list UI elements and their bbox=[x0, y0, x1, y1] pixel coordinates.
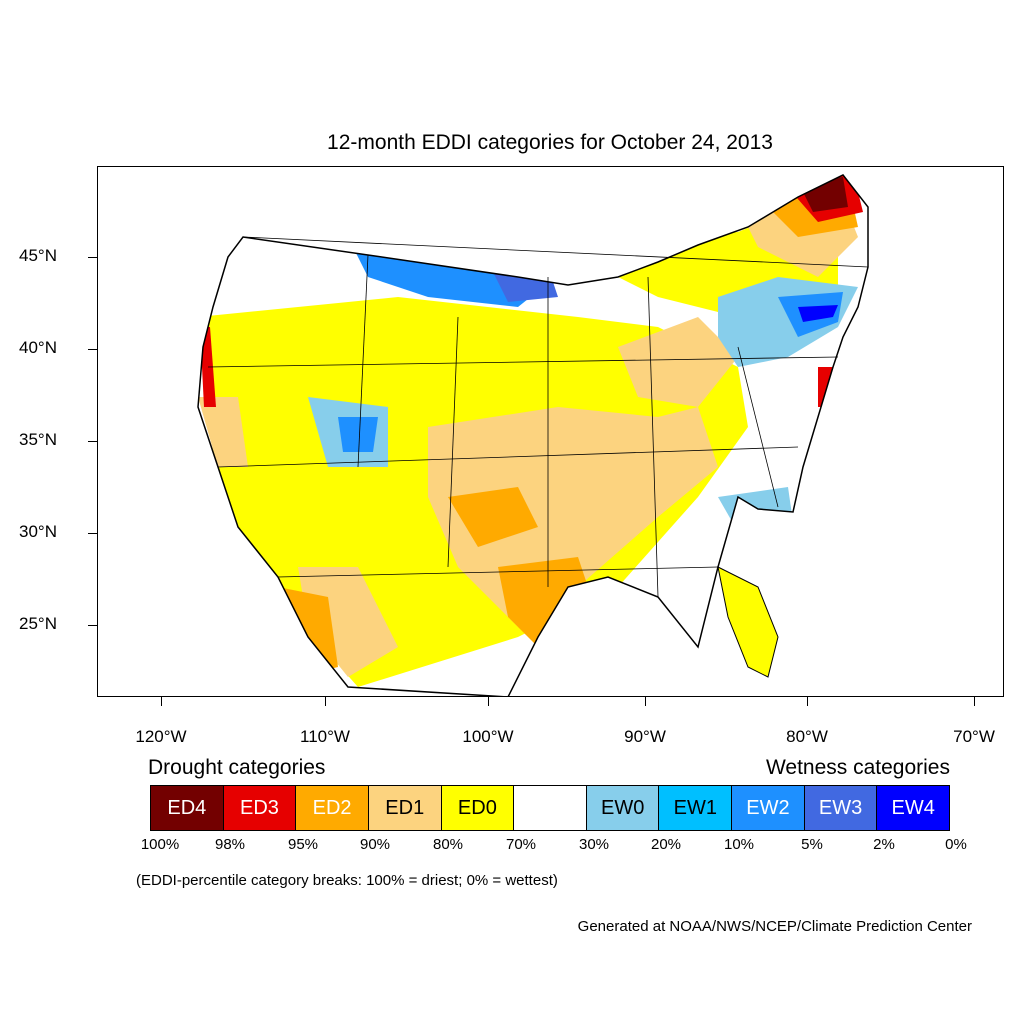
legend-ed4-label: ED4 bbox=[167, 796, 207, 819]
legend-ew4-label: EW4 bbox=[891, 796, 935, 819]
lon-label-70w: 70°W bbox=[953, 727, 995, 746]
lon-label-80w: 80°W bbox=[786, 727, 828, 746]
lon-label-120w: 120°W bbox=[135, 727, 187, 746]
legend-ed0: ED0 bbox=[441, 786, 515, 830]
map-title: 12-month EDDI categories for October 24,… bbox=[327, 131, 773, 154]
break-5: 5% bbox=[801, 836, 823, 853]
break-98: 98% bbox=[214, 836, 246, 853]
lon-tick bbox=[645, 697, 646, 706]
legend-ew3: EW3 bbox=[804, 786, 878, 830]
break-95: 95% bbox=[287, 836, 319, 853]
legend-ew3-label: EW3 bbox=[818, 796, 863, 819]
lon-tick bbox=[161, 697, 162, 706]
lat-label-35: 35°N bbox=[19, 430, 57, 449]
conus-map-graphic bbox=[197, 174, 869, 696]
legend-ew0-label: EW0 bbox=[600, 796, 645, 819]
break-90: 90% bbox=[359, 836, 391, 853]
legend-ew4: EW4 bbox=[877, 786, 950, 830]
wetness-categories-heading: Wetness categories bbox=[765, 756, 950, 779]
lon-label-100w: 100°W bbox=[462, 727, 514, 746]
eddi-map bbox=[97, 166, 1004, 697]
lat-tick bbox=[88, 349, 97, 350]
drought-categories-heading: Drought categories bbox=[148, 756, 326, 779]
lat-label-40: 40°N bbox=[19, 338, 57, 357]
break-30: 30% bbox=[578, 836, 610, 853]
lon-tick bbox=[807, 697, 808, 706]
legend-ed3: ED3 bbox=[223, 786, 297, 830]
lon-tick bbox=[325, 697, 326, 706]
legend-neutral bbox=[514, 786, 587, 830]
legend-ew0: EW0 bbox=[586, 786, 660, 830]
legend-ed0-label: ED0 bbox=[457, 796, 497, 819]
lat-tick bbox=[88, 257, 97, 258]
legend-note: (EDDI-percentile category breaks: 100% =… bbox=[136, 872, 558, 889]
lat-label-30: 30°N bbox=[19, 522, 57, 541]
break-0: 0% bbox=[945, 836, 967, 853]
lat-tick bbox=[88, 625, 97, 626]
lat-tick bbox=[88, 533, 97, 534]
break-2: 2% bbox=[873, 836, 895, 853]
break-20: 20% bbox=[650, 836, 682, 853]
legend-ew2-label: EW2 bbox=[746, 796, 790, 819]
legend-ed3-label: ED3 bbox=[240, 796, 279, 819]
lon-label-90w: 90°W bbox=[624, 727, 666, 746]
break-70: 70% bbox=[505, 836, 537, 853]
lon-tick bbox=[974, 697, 975, 706]
break-80: 80% bbox=[432, 836, 464, 853]
legend-ed4: ED4 bbox=[151, 786, 224, 830]
legend-ed1-label: ED1 bbox=[385, 796, 425, 819]
lat-label-45: 45°N bbox=[19, 246, 57, 265]
credit-text: Generated at NOAA/NWS/NCEP/Climate Predi… bbox=[577, 918, 972, 935]
break-100: 100% bbox=[140, 836, 180, 853]
legend-ed2-label: ED2 bbox=[312, 796, 352, 819]
break-10: 10% bbox=[723, 836, 755, 853]
lat-label-25: 25°N bbox=[19, 614, 57, 633]
legend-colorbar: ED4 ED3 ED2 ED1 ED0 EW0 EW1 EW2 EW3 EW4 bbox=[150, 785, 950, 831]
legend-ed1: ED1 bbox=[368, 786, 442, 830]
lon-tick bbox=[488, 697, 489, 706]
legend-ed2: ED2 bbox=[296, 786, 369, 830]
lon-label-110w: 110°W bbox=[300, 727, 350, 746]
legend-ew2: EW2 bbox=[732, 786, 805, 830]
lat-tick bbox=[88, 441, 97, 442]
legend-ew1-label: EW1 bbox=[673, 796, 717, 819]
legend-ew1: EW1 bbox=[659, 786, 733, 830]
